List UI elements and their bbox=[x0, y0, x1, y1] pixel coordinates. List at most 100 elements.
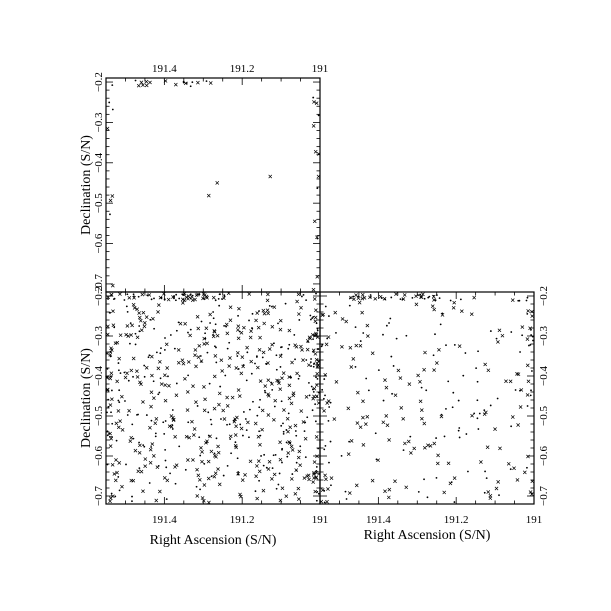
scatter-point-dot bbox=[117, 369, 120, 372]
scatter-point-dot bbox=[142, 444, 145, 447]
scatter-point-cross bbox=[300, 348, 304, 352]
scatter-point-dot bbox=[244, 418, 247, 420]
scatter-point-cross bbox=[129, 333, 134, 337]
scatter-point-cross bbox=[171, 295, 175, 299]
scatter-point-dot bbox=[316, 327, 319, 330]
scatter-point-dot bbox=[498, 494, 500, 497]
scatter-point-cross bbox=[115, 379, 120, 384]
scatter-point-cross bbox=[138, 318, 143, 323]
scatter-point-cross bbox=[108, 431, 112, 436]
bottom-left-ylabel: Declination (S/N) bbox=[79, 348, 94, 448]
scatter-point-cross bbox=[516, 423, 520, 427]
scatter-point-cross bbox=[254, 474, 259, 479]
scatter-point-dot bbox=[280, 400, 283, 403]
scatter-point-dot bbox=[316, 237, 319, 240]
scatter-point-dot bbox=[163, 349, 166, 351]
scatter-point-dot bbox=[189, 293, 192, 296]
scatter-point-dot bbox=[215, 437, 218, 440]
scatter-point-cross bbox=[483, 362, 488, 367]
scatter-point-cross bbox=[295, 371, 299, 376]
scatter-point-dot bbox=[208, 382, 211, 385]
x-tick-label-top: 191.2 bbox=[230, 63, 255, 75]
scatter-point-dot bbox=[237, 473, 240, 476]
scatter-point-dot bbox=[291, 473, 294, 475]
scatter-point-cross bbox=[398, 376, 403, 380]
scatter-point-dot bbox=[226, 465, 229, 467]
scatter-point-dot bbox=[449, 299, 452, 302]
scatter-point-dot bbox=[260, 455, 262, 457]
scatter-point-cross bbox=[188, 333, 192, 338]
scatter-point-cross bbox=[515, 478, 520, 482]
scatter-point-cross bbox=[381, 420, 386, 425]
scatter-point-cross bbox=[206, 459, 211, 464]
scatter-point-cross bbox=[181, 361, 186, 366]
scatter-point-cross bbox=[255, 311, 260, 315]
scatter-point-dot bbox=[323, 501, 326, 504]
scatter-point-dot bbox=[315, 292, 317, 295]
y-tick-label-left: −0.2 bbox=[93, 286, 105, 306]
scatter-point-dot bbox=[114, 495, 117, 498]
scatter-point-cross bbox=[348, 345, 353, 350]
scatter-point-cross bbox=[479, 460, 483, 464]
scatter-point-dot bbox=[163, 433, 166, 435]
scatter-point-dot bbox=[385, 324, 388, 327]
scatter-point-dot bbox=[434, 299, 437, 302]
scatter-point-dot bbox=[324, 394, 326, 397]
scatter-point-cross bbox=[108, 198, 113, 203]
scatter-point-cross bbox=[378, 294, 383, 299]
scatter-point-cross bbox=[323, 372, 328, 377]
scatter-point-dot bbox=[132, 375, 134, 378]
scatter-point-dot bbox=[159, 352, 162, 355]
scatter-point-cross bbox=[217, 402, 221, 407]
scatter-point-cross bbox=[319, 499, 324, 504]
scatter-point-cross bbox=[261, 350, 266, 355]
scatter-point-dot bbox=[217, 297, 220, 300]
scatter-point-cross bbox=[256, 459, 261, 463]
scatter-point-dot bbox=[300, 295, 303, 298]
scatter-point-dot bbox=[261, 356, 264, 359]
scatter-point-cross bbox=[347, 491, 352, 495]
scatter-point-cross bbox=[314, 435, 319, 439]
scatter-point-cross bbox=[234, 424, 238, 429]
scatter-point-cross bbox=[243, 473, 247, 477]
scatter-point-cross bbox=[383, 489, 387, 494]
scatter-point-dot bbox=[312, 316, 315, 318]
scatter-point-cross bbox=[144, 83, 149, 88]
scatter-point-cross bbox=[316, 151, 321, 156]
scatter-point-dot bbox=[435, 437, 438, 439]
scatter-point-cross bbox=[105, 332, 110, 337]
top-left-ylabel: Declination (S/N) bbox=[79, 135, 94, 235]
scatter-point-cross bbox=[349, 365, 354, 369]
scatter-point-cross bbox=[132, 295, 136, 300]
scatter-point-cross bbox=[420, 416, 424, 421]
scatter-point-cross bbox=[266, 413, 271, 417]
scatter-point-cross bbox=[296, 497, 301, 501]
scatter-point-dot bbox=[530, 389, 532, 392]
scatter-point-cross bbox=[526, 454, 530, 459]
scatter-point-dot bbox=[143, 375, 146, 378]
scatter-point-cross bbox=[315, 274, 320, 279]
scatter-point-cross bbox=[109, 348, 114, 352]
scatter-point-cross bbox=[304, 395, 309, 399]
scatter-point-dot bbox=[321, 343, 324, 346]
scatter-point-cross bbox=[360, 292, 365, 297]
scatter-point-cross bbox=[128, 439, 133, 444]
scatter-point-cross bbox=[382, 296, 387, 301]
scatter-point-dot bbox=[205, 80, 208, 83]
scatter-point-dot bbox=[328, 406, 331, 408]
scatter-point-dot bbox=[108, 311, 111, 314]
scatter-point-cross bbox=[530, 314, 535, 318]
scatter-point-cross bbox=[312, 476, 316, 480]
scatter-point-cross bbox=[152, 396, 156, 400]
scatter-point-dot bbox=[210, 475, 213, 478]
scatter-point-dot bbox=[348, 440, 351, 443]
scatter-point-cross bbox=[193, 297, 197, 302]
scatter-point-dot bbox=[115, 439, 118, 442]
scatter-point-cross bbox=[470, 413, 474, 418]
scatter-point-dot bbox=[525, 299, 528, 302]
scatter-point-cross bbox=[202, 408, 207, 413]
scatter-point-cross bbox=[256, 325, 261, 330]
scatter-point-dot bbox=[420, 386, 423, 389]
panel-top-left-frame bbox=[105, 77, 321, 293]
scatter-point-cross bbox=[404, 485, 409, 490]
